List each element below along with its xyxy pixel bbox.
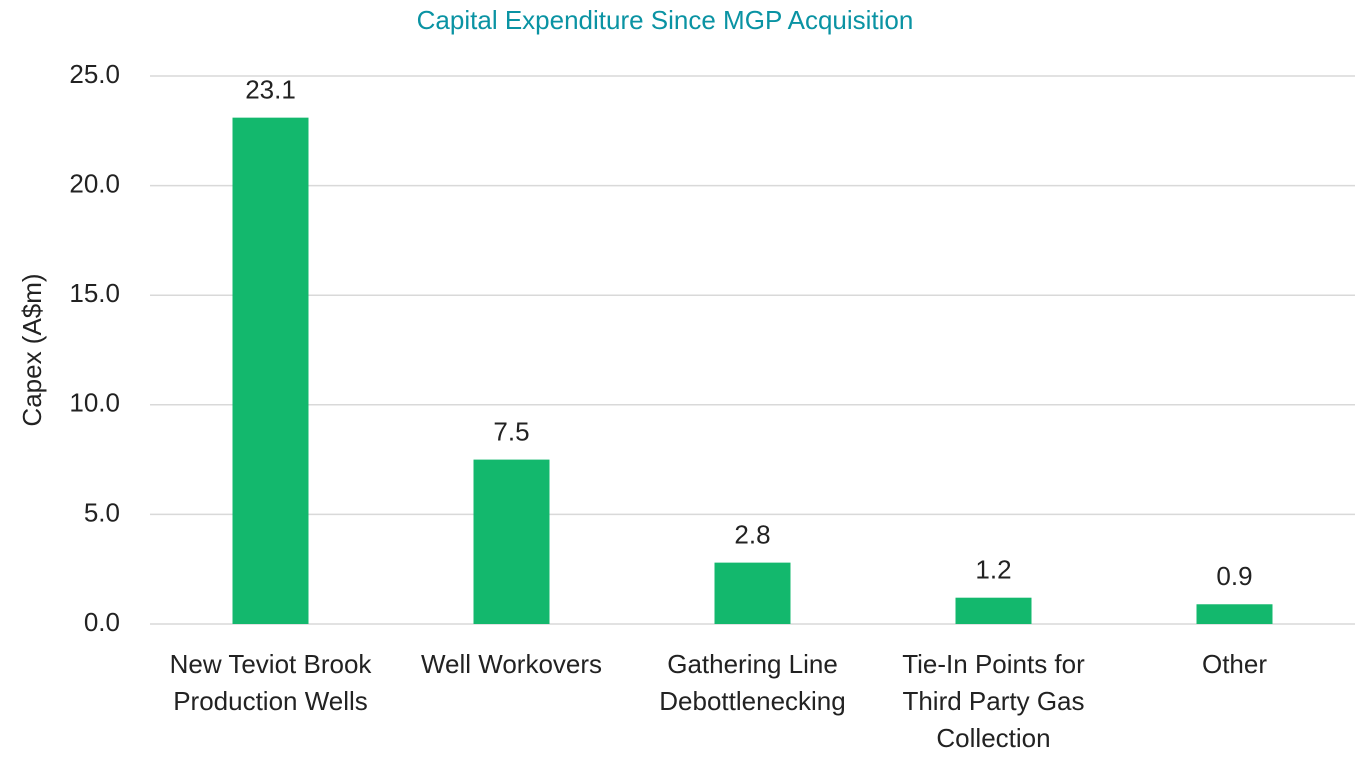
y-tick-label: 10.0 <box>69 388 120 418</box>
x-tick-label: Gathering Line Debottlenecking <box>659 649 846 716</box>
x-tick-label: Well Workovers <box>420 649 603 679</box>
y-axis-title: Capex (A$m) <box>17 273 47 426</box>
bar <box>1196 604 1273 624</box>
chart-title: Capital Expenditure Since MGP Acquisitio… <box>417 5 914 35</box>
data-label: 0.9 <box>1216 561 1252 591</box>
y-tick-label: 5.0 <box>84 497 120 527</box>
data-label: 2.8 <box>734 519 770 549</box>
bar <box>473 459 550 624</box>
x-tick-label: New Teviot Brook Production Wells <box>169 649 372 716</box>
data-label: 23.1 <box>245 75 296 105</box>
x-tick-label: Tie-In Points for Third Party Gas Collec… <box>902 649 1085 753</box>
bar <box>955 597 1032 624</box>
bar <box>232 117 309 624</box>
bar <box>714 562 791 624</box>
data-label: 1.2 <box>975 555 1011 585</box>
x-tick-label: Other <box>1201 649 1268 679</box>
y-tick-label: 15.0 <box>69 278 120 308</box>
data-label: 7.5 <box>493 416 529 446</box>
y-tick-label: 0.0 <box>84 607 120 637</box>
y-tick-label: 25.0 <box>69 59 120 89</box>
y-tick-label: 20.0 <box>69 168 120 198</box>
